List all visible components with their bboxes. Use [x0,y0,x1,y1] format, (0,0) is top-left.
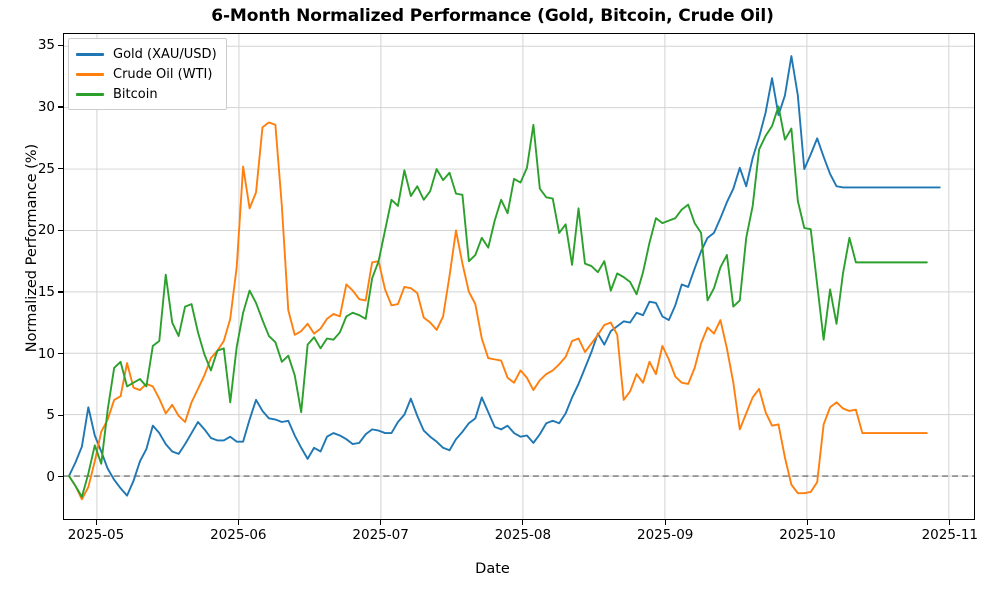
y-tick-mark [58,229,63,231]
x-tick-mark [664,520,666,525]
legend-item[interactable]: Bitcoin [76,84,217,104]
chart-legend: Gold (XAU/USD) Crude Oil (WTI) Bitcoin [68,38,227,110]
y-tick-mark [58,168,63,170]
x-tick-label: 2025-07 [352,527,409,543]
series-line-0 [68,55,941,497]
legend-color-swatch [76,92,104,96]
y-tick-mark [58,353,63,355]
y-tick-label: 0 [46,468,55,485]
data-series-lines [68,55,941,501]
legend-item[interactable]: Crude Oil (WTI) [76,64,217,84]
legend-color-swatch [76,52,104,56]
x-axis-label: Date [475,561,510,577]
x-tick-label: 2025-05 [67,527,125,543]
y-tick-label: 25 [37,160,55,177]
y-tick-label: 35 [37,37,55,54]
series-line-1 [68,121,928,501]
legend-color-swatch [76,72,104,76]
x-tick-label: 2025-08 [494,527,552,543]
x-tick-mark [522,520,524,525]
x-tick-mark [380,520,382,525]
x-tick-label: 2025-10 [779,527,836,543]
x-tick-label: 2025-06 [210,527,267,543]
chart-title: 6-Month Normalized Performance (Gold, Bi… [211,6,774,26]
legend-label: Bitcoin [113,86,158,102]
y-tick-mark [58,291,63,293]
x-tick-mark [237,520,239,525]
legend-label: Crude Oil (WTI) [113,66,213,82]
y-tick-mark [58,106,63,108]
y-tick-label: 10 [37,345,55,362]
legend-item[interactable]: Gold (XAU/USD) [76,44,217,64]
y-tick-label: 15 [37,283,55,300]
x-tick-mark [807,520,809,525]
legend-label: Gold (XAU/USD) [113,46,217,62]
x-tick-label: 2025-09 [636,527,694,543]
y-tick-mark [58,476,63,478]
x-tick-mark [95,520,97,525]
series-line-2 [68,105,928,498]
x-tick-label: 2025-11 [921,527,978,543]
y-tick-mark [58,44,63,46]
y-tick-mark [58,414,63,416]
x-tick-mark [949,520,951,525]
y-tick-label: 30 [37,98,55,115]
y-tick-label: 20 [37,222,55,239]
y-tick-label: 5 [46,407,55,424]
